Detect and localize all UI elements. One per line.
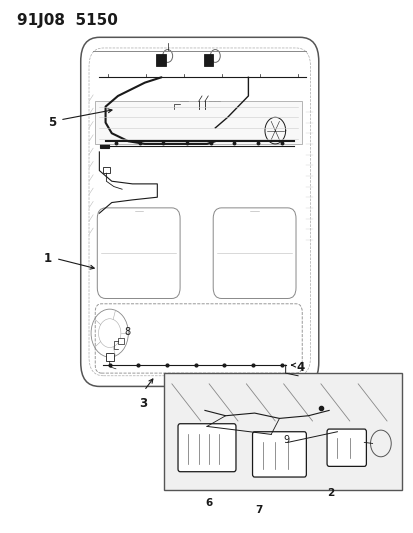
Bar [256, 123, 261, 131]
FancyBboxPatch shape [326, 429, 366, 466]
Text: 3: 3 [138, 397, 147, 410]
Bar [217, 101, 220, 107]
Bar [118, 338, 124, 344]
FancyBboxPatch shape [178, 424, 235, 472]
Text: 2: 2 [327, 488, 334, 498]
Text: 91J08  5150: 91J08 5150 [17, 13, 117, 28]
Bar [156, 54, 165, 66]
Bar [213, 101, 216, 107]
Text: 5: 5 [47, 116, 56, 129]
Text: 1: 1 [43, 252, 52, 265]
Bar [203, 54, 212, 66]
Text: 4: 4 [295, 361, 304, 374]
Bar [209, 101, 211, 107]
Text: 7: 7 [254, 505, 262, 515]
Bar [95, 101, 301, 144]
Text: 6: 6 [205, 498, 212, 508]
Text: 8: 8 [124, 327, 130, 336]
Bar [163, 373, 401, 490]
Bar [250, 123, 255, 131]
Bar [102, 167, 110, 173]
Bar [100, 136, 109, 148]
FancyBboxPatch shape [252, 432, 306, 477]
Text: 9: 9 [283, 435, 289, 445]
Bar [105, 353, 114, 361]
Bar [180, 101, 187, 108]
